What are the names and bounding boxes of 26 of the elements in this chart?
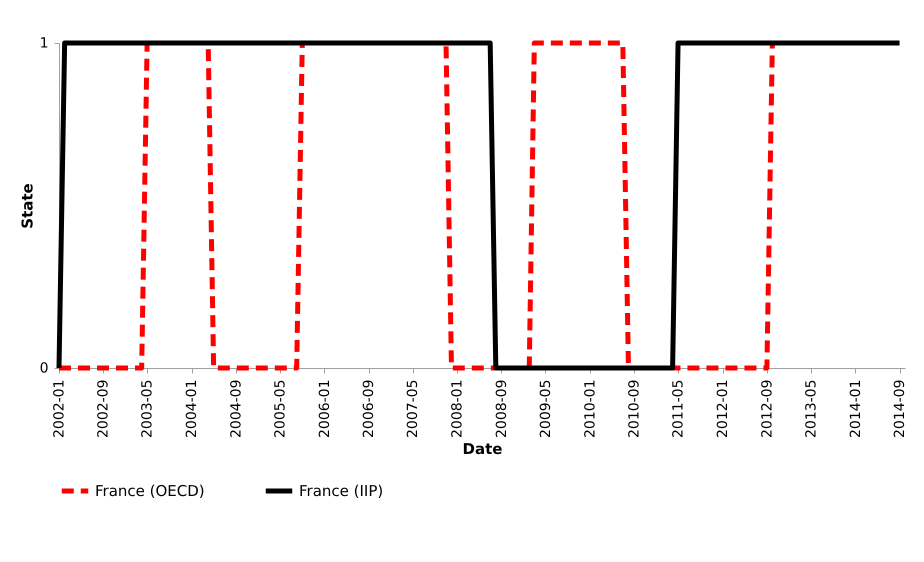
x-tick-label: 2010-01 (582, 380, 598, 438)
x-tick-label: 2012-01 (715, 380, 732, 438)
x-tick-label: 2014-01 (848, 380, 864, 438)
y-axis-title: State (18, 183, 37, 229)
x-tick-label: 2005-05 (272, 380, 288, 438)
x-tick-label: 2008-09 (494, 380, 510, 438)
x-tick-label: 2009-05 (538, 380, 554, 438)
legend-label: France (OECD) (95, 482, 205, 500)
x-tick-label: 2004-09 (228, 380, 244, 438)
x-tick-label: 2012-09 (759, 380, 776, 438)
x-tick-label: 2007-05 (405, 380, 422, 438)
x-tick-label: 2008-01 (450, 380, 466, 438)
x-tick-label: 2006-01 (316, 380, 333, 438)
x-tick-label: 2006-09 (361, 380, 378, 438)
x-tick-label: 2004-01 (184, 380, 200, 438)
x-tick-label: 2011-05 (670, 380, 687, 438)
legend-label: France (IIP) (299, 482, 384, 500)
x-tick-label: 2013-05 (803, 380, 820, 438)
y-tick-label: 0 (40, 360, 48, 376)
x-tick-label: 2002-09 (96, 380, 112, 438)
y-tick-label: 1 (40, 36, 48, 52)
x-tick-label: 2010-09 (626, 380, 643, 438)
x-tick-label: 2003-05 (140, 380, 156, 438)
x-tick-label: 2014-09 (892, 380, 908, 438)
x-axis-title: Date (462, 440, 502, 458)
x-tick-label: 2002-01 (52, 380, 68, 438)
